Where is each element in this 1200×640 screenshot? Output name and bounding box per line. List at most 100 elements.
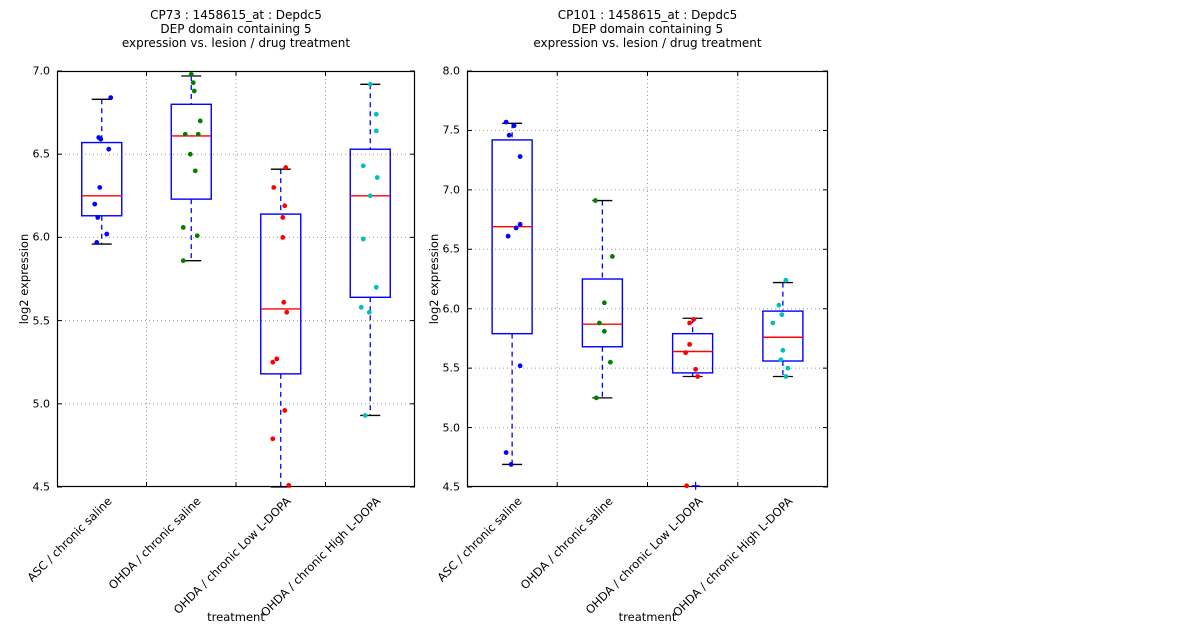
y-tick-label: 7.0 <box>32 64 51 78</box>
data-point <box>195 131 201 137</box>
data-point <box>280 215 286 220</box>
data-point <box>180 258 186 264</box>
data-point <box>280 235 286 240</box>
data-point <box>684 483 690 489</box>
data-point <box>180 225 186 230</box>
data-point <box>360 236 366 242</box>
data-point <box>197 118 203 124</box>
data-point <box>358 304 364 310</box>
data-point <box>783 277 789 283</box>
data-point <box>780 347 786 353</box>
y-tick-label: 5.5 <box>32 314 51 328</box>
data-point <box>95 215 101 220</box>
data-point <box>194 233 200 239</box>
data-point <box>517 363 523 369</box>
data-point <box>192 168 198 174</box>
data-point <box>104 231 110 237</box>
iqr-box <box>349 148 391 299</box>
data-point <box>770 320 776 326</box>
data-point <box>601 328 607 334</box>
data-point <box>373 111 379 117</box>
y-tick-label: 5.0 <box>32 397 51 411</box>
y-tick-label: 4.5 <box>32 480 51 494</box>
data-point <box>182 131 188 137</box>
data-point <box>503 119 509 125</box>
data-point <box>367 193 373 199</box>
y-tick-label: 6.5 <box>32 147 51 161</box>
chart-title: CP101 : 1458615_at : Depdc5 DEP domain c… <box>428 8 868 50</box>
data-point <box>281 299 287 305</box>
data-point <box>785 365 791 371</box>
data-point <box>693 366 699 372</box>
iqr-box <box>581 278 624 348</box>
title-line-2: DEP domain containing 5 <box>571 22 724 36</box>
y-tick-label: 6.0 <box>32 230 51 244</box>
data-point <box>282 408 288 413</box>
y-tick-label: 7.0 <box>442 183 461 197</box>
data-point <box>367 81 373 87</box>
data-point <box>97 185 103 190</box>
title-line-3: expression vs. lesion / drug treatment <box>533 36 762 50</box>
title-line-3: expression vs. lesion / drug treatment <box>121 36 351 50</box>
data-point <box>593 395 599 401</box>
data-point <box>374 175 380 180</box>
data-point <box>778 357 784 363</box>
data-point <box>98 136 104 142</box>
data-point <box>776 302 782 308</box>
data-point <box>190 80 196 86</box>
data-point <box>596 320 602 326</box>
data-point <box>187 151 193 157</box>
data-point <box>271 185 277 190</box>
data-point <box>106 146 112 152</box>
axes-border <box>56 70 416 488</box>
data-point <box>270 359 276 365</box>
data-point <box>373 284 379 290</box>
y-tick-label: 5.0 <box>442 421 461 435</box>
iqr-box <box>671 332 714 374</box>
data-point <box>191 88 197 94</box>
iqr-box <box>260 213 302 375</box>
iqr-box <box>491 139 533 335</box>
data-point <box>691 317 697 322</box>
title-line-1: CP101 : 1458615_at : Depdc5 <box>557 8 738 22</box>
data-point <box>503 450 509 455</box>
y-tick-label: 8.0 <box>442 64 461 78</box>
plot-area <box>56 70 416 488</box>
data-point <box>601 300 607 306</box>
data-point <box>683 350 689 356</box>
y-tick-label: 4.5 <box>442 480 461 494</box>
data-point <box>687 341 693 347</box>
y-tick-label: 6.5 <box>442 242 461 256</box>
data-point <box>783 374 789 379</box>
data-point <box>108 95 114 101</box>
axes-border <box>466 70 829 488</box>
title-line-1: CP73 : 1458615_at : Depdc5 <box>150 8 322 22</box>
data-point <box>188 71 194 77</box>
x-axis-label: treatment <box>618 610 677 624</box>
data-point <box>284 309 290 315</box>
data-point <box>362 413 368 418</box>
data-point <box>609 254 615 259</box>
plot-area <box>466 70 829 490</box>
data-point <box>92 201 98 207</box>
data-point <box>270 436 276 442</box>
data-point <box>366 309 372 315</box>
data-point <box>695 374 701 379</box>
iqr-box <box>762 310 804 362</box>
title-line-2: DEP domain containing 5 <box>160 22 312 36</box>
data-point <box>592 198 598 203</box>
data-point <box>286 482 292 488</box>
chart-title: CP73 : 1458615_at : Depdc5 DEP domain co… <box>16 8 456 50</box>
iqr-box <box>81 141 123 217</box>
data-point <box>687 320 693 326</box>
y-tick-label: 5.5 <box>442 361 461 375</box>
iqr-box <box>170 103 212 200</box>
x-tick-label: ASC / chronic saline <box>434 494 526 585</box>
data-point <box>506 132 512 138</box>
x-axis-label: treatment <box>207 610 265 624</box>
data-point <box>517 221 523 227</box>
data-point <box>511 123 517 129</box>
data-point <box>274 356 280 362</box>
